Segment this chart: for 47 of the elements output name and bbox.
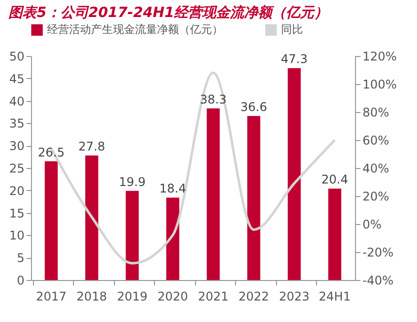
- y-tick-label: 15: [9, 206, 24, 220]
- y-tick-label: 35: [9, 116, 24, 131]
- y-tick-label: 0: [16, 274, 24, 288]
- bar: [206, 108, 220, 280]
- bar: [247, 116, 260, 280]
- y-tick-label: 5: [16, 251, 24, 266]
- data-label: 26.5: [38, 145, 65, 160]
- x-tick-label: 2022: [238, 290, 270, 304]
- y-tick-label: 40: [9, 94, 24, 108]
- y2-tick-label: 80%: [362, 106, 390, 120]
- data-label: 36.6: [240, 100, 268, 114]
- data-label: 19.9: [118, 174, 146, 189]
- legend-label: 同比: [281, 23, 303, 36]
- y2-tick-label: 60%: [362, 134, 390, 148]
- y2-tick-label: 100%: [362, 78, 397, 92]
- x-tick-label: 2018: [76, 290, 108, 304]
- chart-title: 图表5：公司2017-24H1经营现金流净额（亿元）: [8, 4, 328, 21]
- x-tick-label: 2021: [198, 290, 229, 304]
- data-label: 18.4: [159, 182, 186, 196]
- legend-label: 经营活动产生现金流量净额（亿元）: [47, 23, 223, 36]
- y-tick-label: 45: [9, 72, 24, 86]
- y-tick-label: 30: [9, 139, 24, 154]
- x-tick-label: 24H1: [318, 290, 351, 304]
- y-tick-label: 10: [9, 228, 24, 243]
- bar: [44, 161, 58, 280]
- y2-tick-label: 40%: [362, 162, 390, 176]
- bar: [328, 188, 342, 280]
- y2-tick-label: -20%: [362, 246, 394, 260]
- data-label: 38.3: [200, 92, 227, 106]
- x-tick-label: 2020: [157, 290, 188, 304]
- y-tick-label: 50: [9, 50, 24, 64]
- bar: [166, 198, 180, 280]
- x-tick-label: 2017: [36, 290, 67, 304]
- bar: [126, 190, 139, 280]
- bar: [288, 68, 301, 280]
- y2-tick-label: 20%: [362, 190, 390, 204]
- bar: [85, 155, 98, 280]
- y2-tick-label: 0%: [362, 218, 382, 232]
- y-tick-label: 25: [9, 162, 24, 176]
- y2-tick-label: -40%: [362, 274, 394, 288]
- data-label: 20.4: [321, 172, 348, 187]
- x-tick-label: 2019: [116, 290, 148, 304]
- data-label: 47.3: [280, 52, 308, 66]
- y2-tick-label: 120%: [362, 50, 397, 64]
- data-label: 27.8: [78, 139, 106, 154]
- x-tick-label: 2023: [278, 290, 310, 304]
- y-tick-label: 20: [9, 184, 24, 198]
